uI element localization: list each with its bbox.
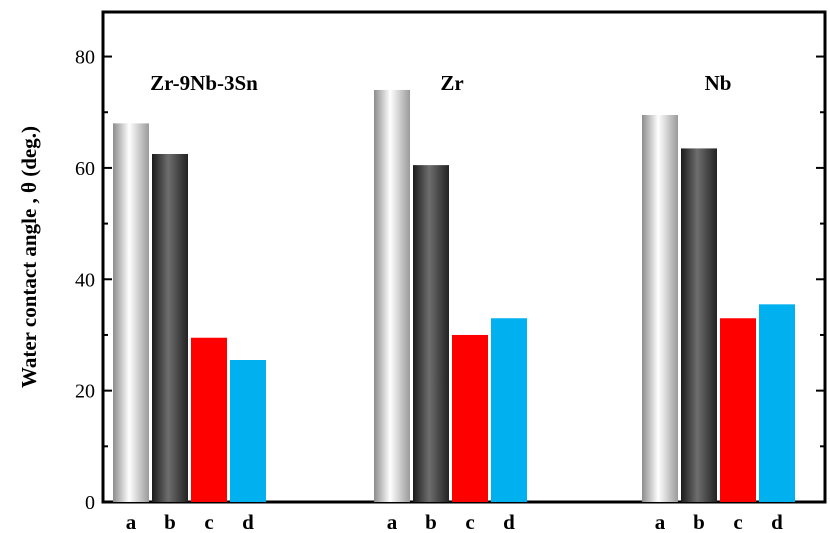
category-label-zr-9nb-3sn-c: c bbox=[204, 510, 213, 533]
y-tick-label-0: 0 bbox=[85, 492, 95, 514]
bar-nb-c bbox=[720, 318, 756, 502]
y-tick-label-60: 60 bbox=[75, 158, 95, 180]
bar-zr-c bbox=[452, 334, 488, 502]
bar-zr-9nb-3sn-d bbox=[230, 360, 266, 502]
category-label-zr-9nb-3sn-a: a bbox=[126, 510, 137, 533]
category-label-nb-c: c bbox=[733, 510, 742, 533]
group-label-zr: Zr bbox=[440, 71, 463, 95]
bar-zr-d bbox=[491, 318, 527, 502]
category-label-nb-a: a bbox=[655, 510, 666, 533]
group-label-zr-9nb-3sn: Zr-9Nb-3Sn bbox=[150, 71, 258, 95]
category-label-zr-9nb-3sn-b: b bbox=[164, 510, 176, 533]
category-label-zr-b: b bbox=[425, 510, 437, 533]
right-axis-ticks bbox=[816, 55, 825, 448]
bar-zr-9nb-3sn-a bbox=[113, 123, 149, 502]
y-axis-title: Water contact angle , θ (deg.) bbox=[17, 126, 41, 388]
y-axis-tick-labels: 0 20 40 60 80 bbox=[75, 47, 95, 514]
category-label-nb-b: b bbox=[693, 510, 705, 533]
y-tick-label-20: 20 bbox=[75, 381, 95, 403]
category-label-zr-a: a bbox=[387, 510, 398, 533]
bar-nb-b bbox=[681, 148, 717, 502]
group-label-nb: Nb bbox=[705, 71, 732, 95]
group-labels: Zr-9Nb-3Sn Zr Nb bbox=[150, 71, 731, 95]
bar-nb-a bbox=[642, 115, 678, 503]
bar-nb-d bbox=[759, 304, 795, 502]
bar-zr-a bbox=[374, 89, 410, 503]
bars bbox=[113, 89, 795, 503]
y-tick-label-80: 80 bbox=[75, 47, 95, 69]
bar-zr-b bbox=[413, 165, 449, 502]
y-axis-ticks bbox=[103, 55, 112, 448]
bar-zr-9nb-3sn-b bbox=[152, 153, 188, 502]
category-label-zr-9nb-3sn-d: d bbox=[242, 510, 254, 533]
y-tick-label-40: 40 bbox=[75, 269, 95, 291]
category-label-nb-d: d bbox=[771, 510, 783, 533]
bar-zr-9nb-3sn-c bbox=[191, 337, 227, 502]
category-label-zr-c: c bbox=[465, 510, 474, 533]
category-label-zr-d: d bbox=[503, 510, 515, 533]
